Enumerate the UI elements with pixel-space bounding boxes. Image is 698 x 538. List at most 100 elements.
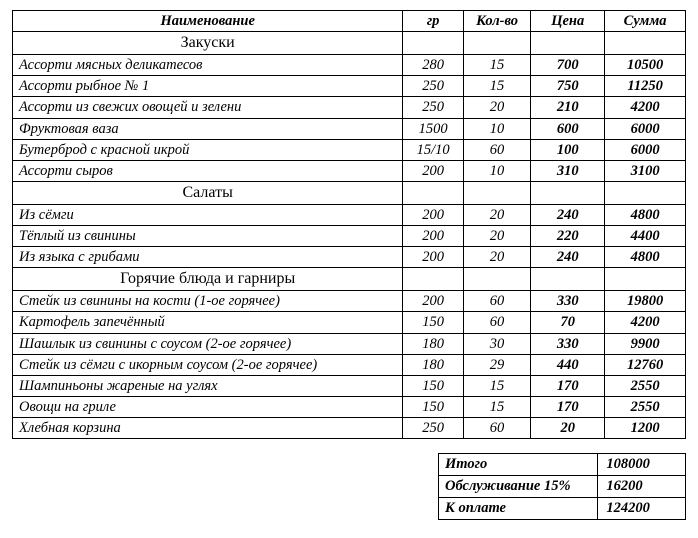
cell-sum: 2550 — [605, 375, 686, 396]
cell-sum: 1200 — [605, 418, 686, 439]
cell-price: 100 — [531, 139, 605, 160]
cell-price: 220 — [531, 226, 605, 247]
cell-qty: 20 — [463, 226, 530, 247]
cell-price: 750 — [531, 76, 605, 97]
header-row: Наименование гр Кол-во Цена Сумма — [13, 11, 686, 32]
cell-sum: 12760 — [605, 354, 686, 375]
cell-name: Фруктовая ваза — [13, 118, 403, 139]
cell-qty: 10 — [463, 118, 530, 139]
table-row: Стейк из сёмги с икорным соусом (2-ое го… — [13, 354, 686, 375]
cell-sum: 6000 — [605, 139, 686, 160]
cell-price: 240 — [531, 247, 605, 268]
cell-sum: 4200 — [605, 312, 686, 333]
summary-row: Итого108000 — [439, 454, 686, 476]
table-row: Бутерброд с красной икрой15/10601006000 — [13, 139, 686, 160]
cell-gr: 150 — [403, 312, 464, 333]
cell-sum: 6000 — [605, 118, 686, 139]
cell-sum: 4400 — [605, 226, 686, 247]
summary-label: Итого — [439, 454, 598, 476]
cell-price: 240 — [531, 204, 605, 225]
cell-sum: 11250 — [605, 76, 686, 97]
table-row: Ассорти рыбное № 12501575011250 — [13, 76, 686, 97]
cell-price: 330 — [531, 291, 605, 312]
cell-name: Стейк из свинины на кости (1-ое горячее) — [13, 291, 403, 312]
table-row: Картофель запечённый15060704200 — [13, 312, 686, 333]
cell-gr: 250 — [403, 76, 464, 97]
cell-qty: 20 — [463, 204, 530, 225]
cell-qty: 15 — [463, 55, 530, 76]
cell-gr: 15/10 — [403, 139, 464, 160]
table-row: Из сёмги200202404800 — [13, 204, 686, 225]
cell-gr: 200 — [403, 204, 464, 225]
cell-sum: 2550 — [605, 396, 686, 417]
cell-gr: 200 — [403, 291, 464, 312]
cell-price: 330 — [531, 333, 605, 354]
cell-name: Ассорти из свежих овощей и зелени — [13, 97, 403, 118]
cell-price: 600 — [531, 118, 605, 139]
cell-name: Овощи на гриле — [13, 396, 403, 417]
section-title: Салаты — [13, 181, 403, 204]
cell-name: Ассорти сыров — [13, 160, 403, 181]
cell-name: Ассорти рыбное № 1 — [13, 76, 403, 97]
summary-label: К оплате — [439, 498, 598, 520]
col-sum: Сумма — [605, 11, 686, 32]
table-row: Ассорти мясных деликатесов2801570010500 — [13, 55, 686, 76]
cell-qty: 15 — [463, 396, 530, 417]
section-row: Салаты — [13, 181, 686, 204]
cell-qty: 60 — [463, 139, 530, 160]
cell-qty: 10 — [463, 160, 530, 181]
menu-table: Наименование гр Кол-во Цена Сумма Закуск… — [12, 10, 686, 439]
col-name: Наименование — [13, 11, 403, 32]
summary-label: Обслуживание 15% — [439, 476, 598, 498]
cell-gr: 250 — [403, 97, 464, 118]
table-row: Шашлык из свинины с соусом (2-ое горячее… — [13, 333, 686, 354]
summary-value: 124200 — [598, 498, 686, 520]
cell-price: 170 — [531, 396, 605, 417]
cell-name: Хлебная корзина — [13, 418, 403, 439]
summary-value: 108000 — [598, 454, 686, 476]
summary-value: 16200 — [598, 476, 686, 498]
cell-price: 700 — [531, 55, 605, 76]
cell-gr: 200 — [403, 226, 464, 247]
table-row: Шампиньоны жареные на углях150151702550 — [13, 375, 686, 396]
cell-gr: 180 — [403, 333, 464, 354]
cell-sum: 10500 — [605, 55, 686, 76]
cell-name: Ассорти мясных деликатесов — [13, 55, 403, 76]
cell-gr: 200 — [403, 160, 464, 181]
cell-sum: 19800 — [605, 291, 686, 312]
cell-name: Из языка с грибами — [13, 247, 403, 268]
cell-gr: 200 — [403, 247, 464, 268]
cell-sum: 4800 — [605, 204, 686, 225]
cell-price: 170 — [531, 375, 605, 396]
cell-qty: 29 — [463, 354, 530, 375]
cell-sum: 4200 — [605, 97, 686, 118]
table-row: Ассорти из свежих овощей и зелени2502021… — [13, 97, 686, 118]
cell-name: Тёплый из свинины — [13, 226, 403, 247]
cell-gr: 1500 — [403, 118, 464, 139]
cell-name: Картофель запечённый — [13, 312, 403, 333]
cell-qty: 60 — [463, 418, 530, 439]
cell-sum: 4800 — [605, 247, 686, 268]
cell-name: Бутерброд с красной икрой — [13, 139, 403, 160]
table-row: Из языка с грибами200202404800 — [13, 247, 686, 268]
table-row: Стейк из свинины на кости (1-ое горячее)… — [13, 291, 686, 312]
cell-qty: 60 — [463, 291, 530, 312]
cell-name: Шашлык из свинины с соусом (2-ое горячее… — [13, 333, 403, 354]
summary-row: К оплате124200 — [439, 498, 686, 520]
table-row: Ассорти сыров200103103100 — [13, 160, 686, 181]
cell-sum: 9900 — [605, 333, 686, 354]
cell-name: Из сёмги — [13, 204, 403, 225]
cell-price: 310 — [531, 160, 605, 181]
cell-gr: 150 — [403, 396, 464, 417]
cell-sum: 3100 — [605, 160, 686, 181]
cell-qty: 20 — [463, 97, 530, 118]
col-price: Цена — [531, 11, 605, 32]
cell-price: 70 — [531, 312, 605, 333]
section-row: Горячие блюда и гарниры — [13, 268, 686, 291]
table-row: Тёплый из свинины200202204400 — [13, 226, 686, 247]
section-row: Закуски — [13, 32, 686, 55]
cell-price: 210 — [531, 97, 605, 118]
table-row: Хлебная корзина25060201200 — [13, 418, 686, 439]
cell-qty: 60 — [463, 312, 530, 333]
col-gr: гр — [403, 11, 464, 32]
